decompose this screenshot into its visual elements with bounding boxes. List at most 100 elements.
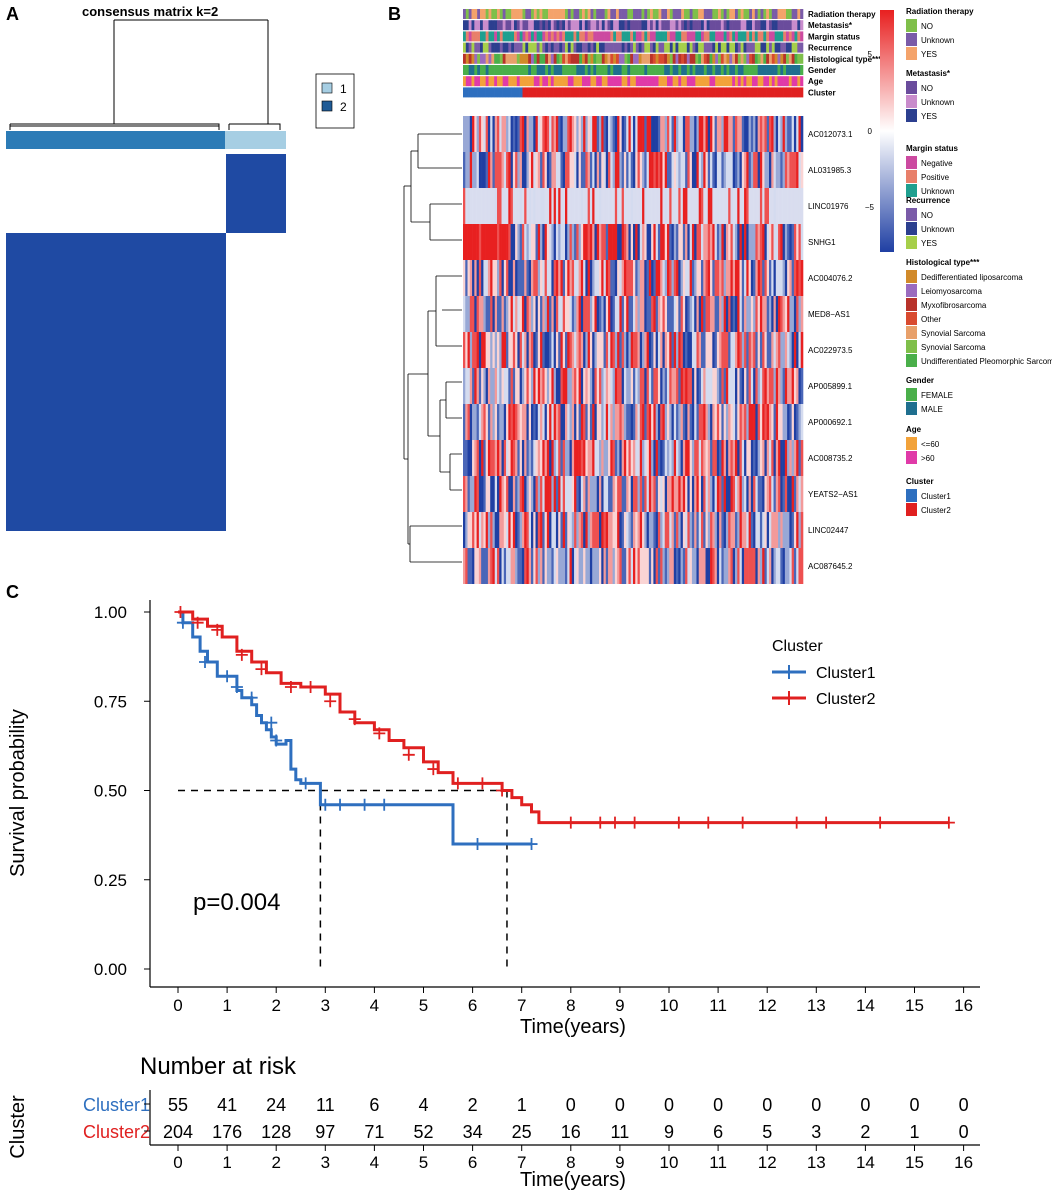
- heatmap-cell: [528, 368, 532, 404]
- annotation-cell: [556, 87, 560, 98]
- legend-item-label: Myxofibrosarcoma: [921, 301, 987, 310]
- heatmap-cell: [773, 296, 777, 332]
- heatmap-cell: [508, 260, 511, 296]
- heatmap-cell: [537, 476, 541, 512]
- heatmap-cell: [558, 476, 561, 512]
- risk-cell: 34: [463, 1122, 483, 1142]
- heatmap-cell: [732, 224, 736, 260]
- annotation-cell: [502, 31, 506, 42]
- heatmap-cell: [585, 296, 588, 332]
- heatmap-cell: [725, 152, 729, 188]
- heatmap-cell: [764, 296, 768, 332]
- annotation-cell: [533, 42, 537, 53]
- heatmap-cell: [583, 368, 586, 404]
- heatmap-cell: [603, 440, 607, 476]
- heatmap-cell: [492, 404, 496, 440]
- heatmap-cell: [587, 224, 591, 260]
- heatmap-cell: [664, 368, 668, 404]
- risk-cell: 55: [168, 1095, 188, 1115]
- annotation-cell: [633, 76, 637, 87]
- annotation-cell: [652, 87, 656, 98]
- annotation-cell: [783, 65, 787, 75]
- gene-label: YEATS2−AS1: [808, 490, 858, 499]
- heatmap-cell: [596, 188, 600, 224]
- heatmap-cell: [716, 152, 720, 188]
- annotation-cell: [667, 20, 671, 31]
- heatmap-cell: [759, 224, 763, 260]
- heatmap-cell: [474, 368, 477, 404]
- heatmap-cell: [682, 404, 686, 440]
- risk-x-tick-label: 5: [419, 1153, 428, 1172]
- risk-cell: 176: [212, 1122, 242, 1142]
- risk-cell: 6: [369, 1095, 379, 1115]
- heatmap-cell: [472, 224, 475, 260]
- heatmap-cell: [673, 404, 677, 440]
- heatmap-cell: [712, 224, 715, 260]
- heatmap-cell: [737, 476, 740, 512]
- heatmap-cell: [667, 476, 670, 512]
- annotation-cell: [684, 9, 688, 19]
- annotation-cell: [474, 9, 478, 19]
- km-censor-mark: [304, 680, 317, 693]
- heatmap-cell: [689, 116, 693, 152]
- legend-title: Gender: [906, 376, 934, 385]
- annotation-cell: [681, 53, 685, 64]
- annotation-cell: [582, 20, 586, 31]
- heatmap-cell: [537, 512, 541, 548]
- heatmap-cell: [553, 404, 557, 440]
- annotation-cell: [553, 9, 557, 19]
- annotation-cell: [550, 87, 554, 98]
- heatmap-cell: [483, 116, 486, 152]
- annotation-cell: [746, 65, 750, 75]
- heatmap-cell: [637, 116, 641, 152]
- heatmap-cell: [580, 440, 584, 476]
- heatmap-cell: [689, 476, 693, 512]
- annotation-cell: [638, 87, 642, 98]
- heatmap-cell: [469, 440, 473, 476]
- heatmap-cell: [748, 296, 752, 332]
- heatmap-cell: [728, 440, 731, 476]
- heatmap-cell: [628, 260, 632, 296]
- annotation-cell: [655, 31, 659, 42]
- annotation-cell: [760, 9, 764, 19]
- heatmap-cell: [621, 476, 625, 512]
- risk-x-tick-label: 0: [173, 1153, 182, 1172]
- annotation-cell: [565, 31, 569, 42]
- heatmap-cell: [735, 188, 738, 224]
- heatmap-cell: [784, 440, 788, 476]
- heatmap-cell: [519, 368, 523, 404]
- gene-label: AP000692.1: [808, 418, 853, 427]
- heatmap-cell: [748, 404, 752, 440]
- heatmap-cell: [682, 332, 686, 368]
- heatmap-cell: [492, 188, 496, 224]
- annotation-cell: [556, 31, 560, 42]
- heatmap-cell: [540, 152, 543, 188]
- annotation-cell: [774, 65, 778, 75]
- km-legend-mark-cluster1: [782, 665, 796, 679]
- annotation-cell: [624, 87, 628, 98]
- heatmap-cell: [757, 260, 761, 296]
- heatmap-cell: [680, 188, 684, 224]
- heatmap-cell: [759, 152, 763, 188]
- annotation-cell: [664, 20, 668, 31]
- legend-item-label: Negative: [921, 159, 953, 168]
- annotation-cell: [593, 65, 597, 75]
- heatmap-cell: [784, 296, 788, 332]
- risk-x-tick-label: 1: [222, 1153, 231, 1172]
- legend-item-label: NO: [921, 211, 933, 220]
- annotation-cell: [579, 31, 583, 42]
- heatmap-cell: [463, 260, 466, 296]
- legend-swatch: [906, 402, 917, 415]
- heatmap-cell: [633, 548, 636, 584]
- heatmap-cell: [621, 296, 625, 332]
- heatmap-cell: [481, 116, 484, 152]
- heatmap-cell: [764, 152, 768, 188]
- risk-cell: 2: [860, 1122, 870, 1142]
- gene-labels: AC012073.1AL031985.3LINC01976SNHG1AC0040…: [808, 130, 858, 571]
- heatmap-cell: [780, 512, 783, 548]
- heatmap-cell: [714, 296, 718, 332]
- heatmap-cell: [728, 116, 731, 152]
- annotation-cell: [528, 76, 532, 87]
- heatmap-cell: [469, 368, 473, 404]
